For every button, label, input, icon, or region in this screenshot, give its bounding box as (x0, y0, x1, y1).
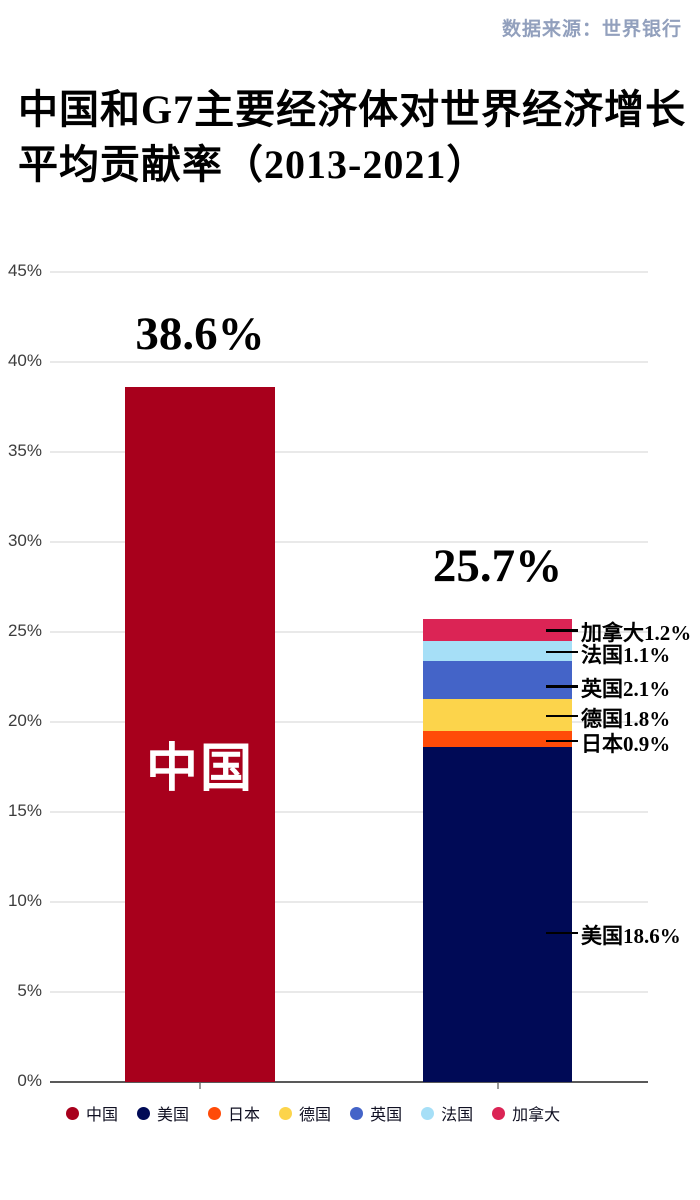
y-axis-tick-label: 25% (7, 621, 42, 640)
y-axis-tick-label: 10% (7, 891, 42, 910)
legend-dot-icon (137, 1106, 151, 1120)
bar-segment-中国 (125, 387, 275, 1082)
annotation-leader-line (546, 931, 578, 935)
gridline-25 (50, 631, 648, 633)
annotation-label: 法国1.1% (581, 642, 671, 667)
gridline-30 (50, 541, 648, 543)
y-axis-tick-label: 15% (7, 801, 42, 820)
annotation-label: 美国18.6% (581, 923, 681, 948)
y-axis-tick-label: 20% (7, 711, 42, 730)
gridline-20 (50, 721, 648, 723)
gridline-15 (50, 811, 648, 813)
bar-inner-label: 中国 (145, 741, 254, 798)
annotation-leader-line (546, 685, 578, 688)
x-axis-line (50, 1081, 648, 1083)
annotation-leader-line (546, 650, 578, 654)
y-axis-tick-label: 0% (17, 1071, 42, 1090)
page-title-line2: 平均贡献率（2013-2021） (18, 142, 488, 187)
y-axis-tick-label: 45% (7, 261, 42, 280)
legend-label: 法国 (441, 1107, 474, 1124)
gridline-5 (50, 991, 648, 993)
legend-item-加拿大: 加拿大 (492, 1101, 560, 1125)
y-axis-tick-label: 5% (17, 981, 42, 1000)
y-axis-tick-label: 30% (7, 531, 42, 550)
gridline-40 (50, 361, 648, 363)
bar-segment-加拿大 (423, 619, 572, 641)
annotation-leader-line (546, 714, 578, 718)
legend-label: 美国 (157, 1107, 190, 1124)
legend-label: 中国 (86, 1107, 119, 1124)
annotation-leader-line (546, 739, 578, 743)
annotation-leader-line (546, 629, 578, 632)
legend-label: 英国 (370, 1107, 403, 1124)
bar-total-label: 38.6% (135, 308, 265, 361)
y-axis-tick-label: 35% (7, 441, 42, 460)
gridline-35 (50, 451, 648, 453)
annotation-label: 英国2.1% (581, 677, 671, 701)
annotation-label: 日本0.9% (581, 731, 671, 756)
legend-item-美国: 美国 (137, 1101, 189, 1125)
bar-total-label: 25.7% (432, 540, 563, 593)
legend-item-英国: 英国 (350, 1101, 402, 1125)
annotation-label: 加拿大1.2% (581, 621, 692, 646)
page-title-line1: 中国和G7主要经济体对世界经济增长 (18, 87, 687, 132)
legend-dot-icon (66, 1106, 79, 1120)
gridline-10 (50, 901, 648, 903)
legend-item-法国: 法国 (421, 1101, 473, 1125)
legend-dot-icon (492, 1106, 506, 1120)
x-axis-tick (496, 1083, 499, 1089)
legend-dot-icon (421, 1106, 435, 1120)
legend-label: 德国 (299, 1107, 332, 1124)
legend-label: 日本 (228, 1107, 261, 1124)
legend-item-中国: 中国 (66, 1101, 118, 1125)
bar-segment-美国 (423, 747, 572, 1082)
legend-dot-icon (350, 1106, 364, 1120)
bar-segment-英国 (423, 660, 572, 699)
x-axis-tick (199, 1083, 201, 1089)
legend-item-日本: 日本 (208, 1101, 260, 1125)
data-source-credit: 数据来源：世界银行 (501, 19, 682, 40)
annotation-label: 德国1.8% (581, 706, 671, 731)
bar-segment-法国 (423, 641, 572, 661)
chart-legend: 中国 美国 日本 德国 英国 法国 加拿大 (66, 1101, 560, 1125)
legend-dot-icon (208, 1106, 222, 1120)
legend-label: 加拿大 (512, 1107, 561, 1124)
legend-dot-icon (279, 1106, 293, 1120)
gridline-45 (50, 271, 648, 273)
legend-item-德国: 德国 (279, 1101, 331, 1125)
y-axis-tick-label: 40% (7, 351, 42, 370)
bar-segment-日本 (423, 731, 572, 748)
page-title: 中国和G7主要经济体对世界经济增长 平均贡献率（2013-2021） (18, 82, 686, 192)
